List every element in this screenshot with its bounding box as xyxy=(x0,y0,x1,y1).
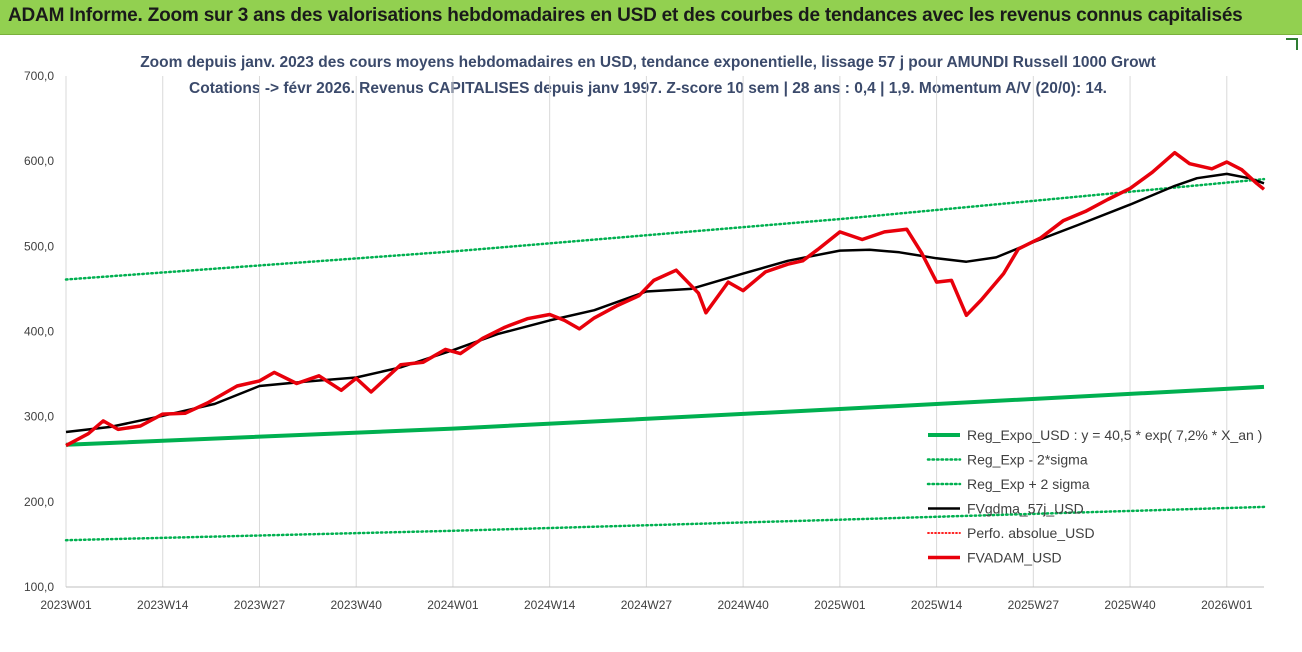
corner-marker xyxy=(1286,38,1298,50)
line-chart: Zoom depuis janv. 2023 des cours moyens … xyxy=(24,54,1266,612)
x-tick-label: 2025W14 xyxy=(911,598,963,612)
x-tick-label: 2023W01 xyxy=(40,598,92,612)
x-tick-label: 2025W01 xyxy=(814,598,866,612)
x-tick-label: 2024W40 xyxy=(717,598,769,612)
series-lines xyxy=(64,150,1266,542)
legend: Reg_Expo_USD : y = 40,5 * exp( 7,2% * X_… xyxy=(926,427,1262,566)
y-tick-label: 100,0 xyxy=(24,580,54,594)
legend-label: FVADAM_USD xyxy=(967,550,1062,566)
x-tick-label: 2025W27 xyxy=(1008,598,1060,612)
series-line xyxy=(65,384,1265,447)
legend-label: Perfo. absolue_USD xyxy=(967,525,1095,541)
header-banner: ADAM Informe. Zoom sur 3 ans des valoris… xyxy=(0,0,1302,35)
y-tick-label: 700,0 xyxy=(24,69,54,83)
y-tick-label: 200,0 xyxy=(24,495,54,509)
y-tick-label: 500,0 xyxy=(24,239,54,253)
x-tick-label: 2025W40 xyxy=(1104,598,1156,612)
legend-label: Reg_Expo_USD : y = 40,5 * exp( 7,2% * X_… xyxy=(967,427,1262,443)
x-tick-label: 2023W14 xyxy=(137,598,189,612)
legend-label: FVgdma_57j_USD xyxy=(967,501,1084,517)
y-tick-label: 300,0 xyxy=(24,410,54,424)
chart-subtitle: Cotations -> févr 2026. Revenus CAPITALI… xyxy=(189,80,1107,97)
y-tick-label: 600,0 xyxy=(24,154,54,168)
legend-label: Reg_Exp - 2*sigma xyxy=(967,452,1088,468)
series-line xyxy=(65,150,1266,448)
x-tick-label: 2023W27 xyxy=(234,598,286,612)
series-line xyxy=(64,505,1266,542)
x-tick-label: 2023W40 xyxy=(331,598,383,612)
chart-title: Zoom depuis janv. 2023 des cours moyens … xyxy=(140,54,1156,71)
grid xyxy=(65,76,1228,587)
y-tick-label: 400,0 xyxy=(24,325,54,339)
x-tick-label: 2024W01 xyxy=(427,598,479,612)
chart-area: Zoom depuis janv. 2023 des cours moyens … xyxy=(0,34,1302,647)
legend-label: Reg_Exp + 2 sigma xyxy=(967,476,1090,492)
x-tick-label: 2024W14 xyxy=(524,598,576,612)
axes: 100,0 200,0 300,0 400,0 500,0 600,0 700,0 2023W… xyxy=(24,69,1264,612)
x-tick-label: 2026W01 xyxy=(1201,598,1253,612)
x-tick-label: 2024W27 xyxy=(621,598,673,612)
series-line xyxy=(64,177,1266,281)
page-title: ADAM Informe. Zoom sur 3 ans des valoris… xyxy=(8,5,1243,26)
